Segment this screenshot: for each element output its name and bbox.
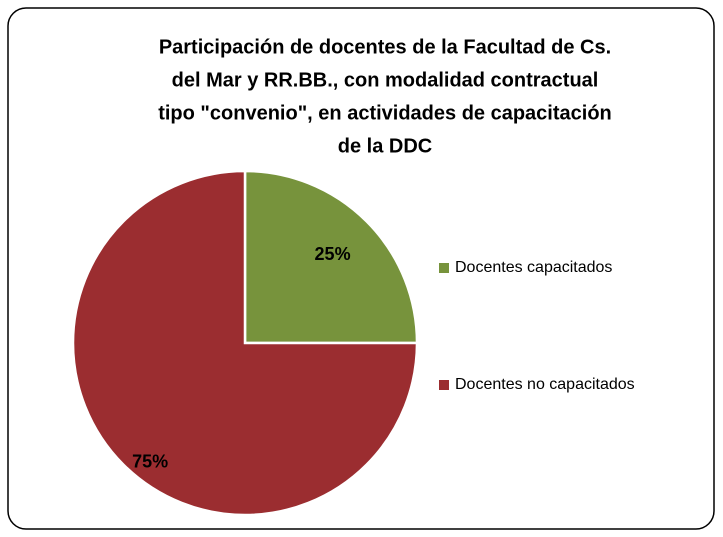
pie-slice (71, 169, 419, 517)
chart-title: del Mar y RR.BB., con modalidad contract… (172, 69, 599, 91)
legend-label: Docentes capacitados (455, 259, 612, 276)
legend-swatch (439, 263, 449, 273)
chart-title: Participación de docentes de la Facultad… (159, 36, 611, 58)
chart-title: de la DDC (338, 135, 432, 157)
data-label: 75% (132, 452, 168, 472)
pie-slice (243, 169, 419, 345)
data-label: 25% (315, 244, 351, 264)
legend-swatch (439, 380, 449, 390)
chart-title: tipo "convenio", en actividades de capac… (158, 102, 612, 124)
legend-label: Docentes no capacitados (455, 376, 635, 393)
